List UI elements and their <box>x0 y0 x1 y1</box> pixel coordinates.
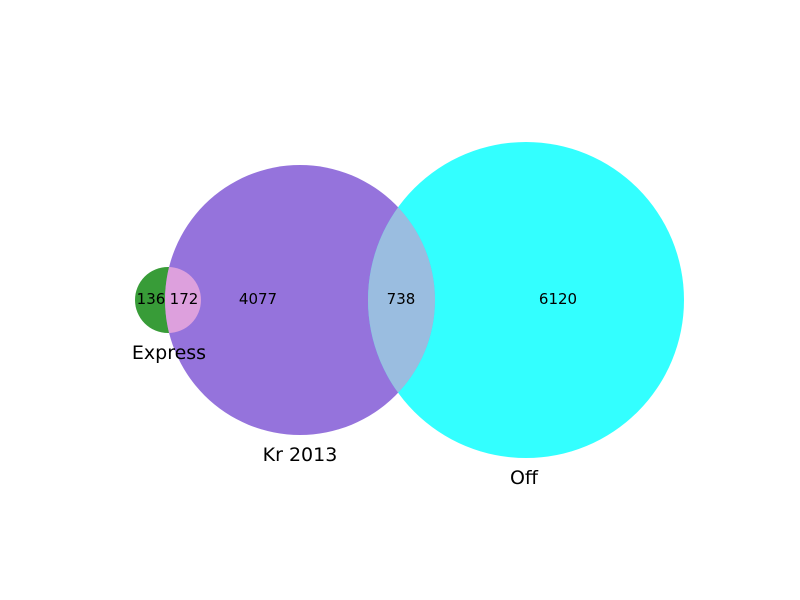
region-express-only-value: 136 <box>137 290 166 308</box>
set-label-express: Express <box>132 342 206 364</box>
circle-off <box>368 142 684 458</box>
region-kr-2013-only-value: 4077 <box>239 290 277 308</box>
circle-kr-2013 <box>165 165 435 435</box>
set-label-off: Off <box>510 467 539 489</box>
set-labels: Express Kr 2013 Off <box>132 342 539 489</box>
region-express-kr-2013-value: 172 <box>170 290 199 308</box>
region-labels: 136 172 4077 738 6120 <box>137 290 577 308</box>
region-kr-2013-off-value: 738 <box>387 290 416 308</box>
region-off-only-value: 6120 <box>539 290 577 308</box>
set-label-kr-2013: Kr 2013 <box>263 444 338 466</box>
set-circles <box>135 142 684 458</box>
